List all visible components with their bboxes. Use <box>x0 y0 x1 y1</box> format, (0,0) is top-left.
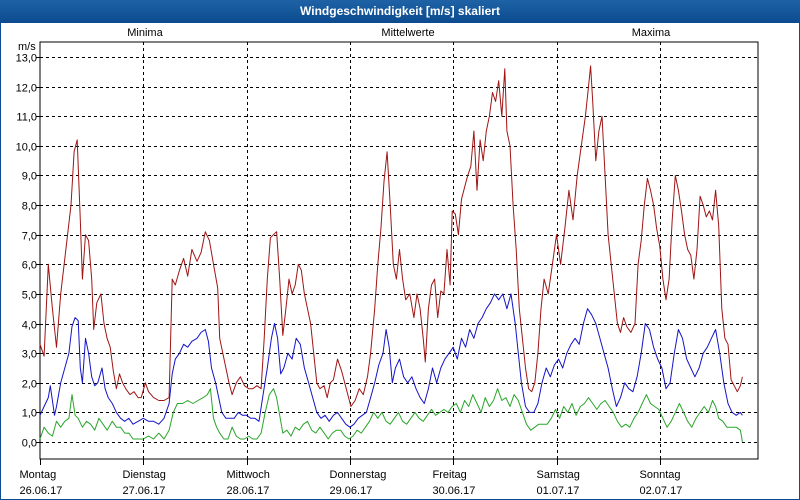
legend-minima: Minima <box>127 27 163 39</box>
x-tick-day: Montag <box>20 469 57 481</box>
y-tick-label: 6,0 <box>22 260 37 272</box>
series-line-minima <box>39 388 743 443</box>
window-title: Windgeschwindigkeit [m/s] skaliert <box>0 0 800 22</box>
legend-maxima: Maxima <box>632 27 671 39</box>
x-tick-day: Mittwoch <box>227 469 270 481</box>
x-tick-day: Samstag <box>537 469 580 481</box>
y-tick-label: 1,0 <box>22 408 37 420</box>
y-tick-label: 10,0 <box>16 142 37 154</box>
y-tick-label: 4,0 <box>22 320 37 332</box>
y-tick-label: 0,0 <box>22 438 37 450</box>
x-tick-date: 27.06.17 <box>123 485 166 497</box>
y-tick-label: 7,0 <box>22 231 37 243</box>
x-tick-day: Sonntag <box>640 469 681 481</box>
x-tick-date: 01.07.17 <box>537 485 580 497</box>
legend-mittelwerte: Mittelwerte <box>381 27 434 39</box>
x-tick-date: 26.06.17 <box>20 485 63 497</box>
y-tick-label: 9,0 <box>22 171 37 183</box>
y-tick-label: 11,0 <box>16 112 37 124</box>
x-tick-date: 02.07.17 <box>640 485 683 497</box>
x-tick-day: Freitag <box>433 469 467 481</box>
x-tick-date: 29.06.17 <box>330 485 373 497</box>
y-tick-label: 5,0 <box>22 290 37 302</box>
series-group <box>39 65 743 443</box>
x-tick-date: 30.06.17 <box>433 485 476 497</box>
series-line-mittelwerte <box>39 293 743 428</box>
y-axis-ticks: 0,0 1,0 2,0 3,0 4,0 5,0 6,0 7,0 8,0 9,0 10,0 11,0 12… <box>16 53 40 450</box>
y-tick-label: 2,0 <box>22 379 37 391</box>
y-tick-label: 13,0 <box>16 53 37 65</box>
plot-area <box>39 41 759 460</box>
x-tick-day: Donnerstag <box>330 469 387 481</box>
x-tick-date: 28.06.17 <box>227 485 270 497</box>
y-tick-label: 3,0 <box>22 349 37 361</box>
y-axis-unit-label: m/s <box>18 41 36 53</box>
x-tick-day: Dienstag <box>123 469 166 481</box>
y-tick-label: 12,0 <box>16 83 37 95</box>
series-line-maxima <box>39 65 743 407</box>
x-axis-ticks: Montag 26.06.17 Dienstag 27.06.17 Mittwoch 28… <box>20 459 683 497</box>
y-tick-label: 8,0 <box>22 201 37 213</box>
